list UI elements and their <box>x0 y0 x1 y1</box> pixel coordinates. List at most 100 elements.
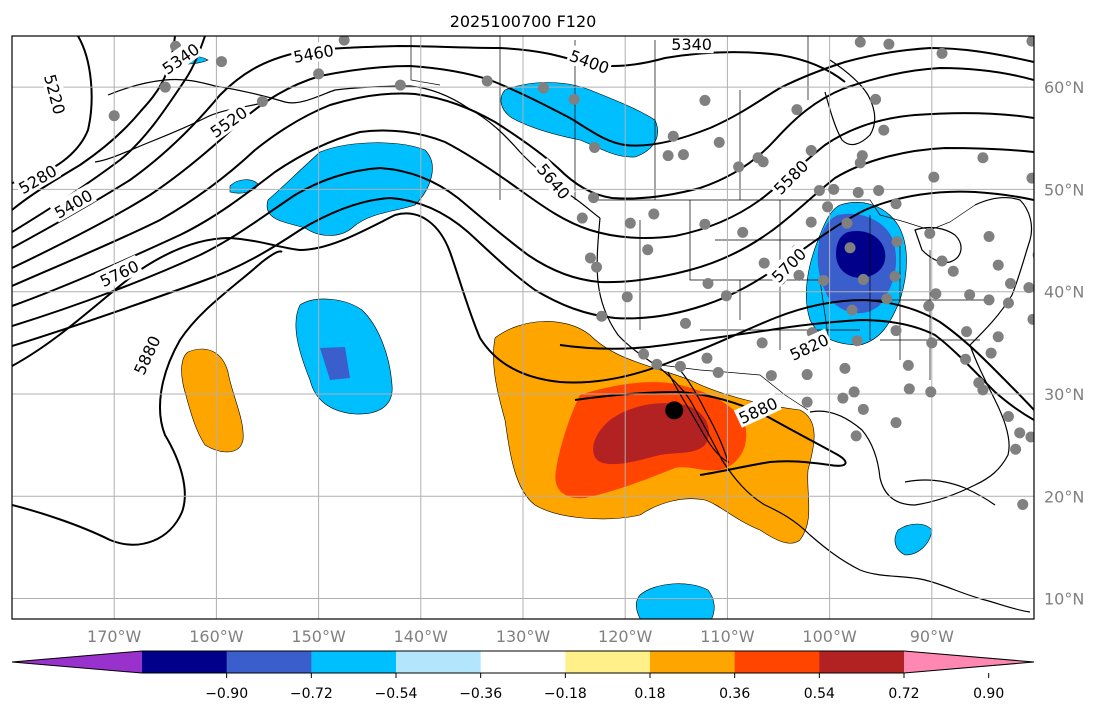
coastline-great-lakes <box>914 226 962 263</box>
contour-label-bg <box>156 37 204 79</box>
station-dot <box>159 81 171 93</box>
station-dot <box>651 358 663 370</box>
station-dot <box>679 317 691 329</box>
station-dot <box>848 386 860 398</box>
station-dot <box>813 184 825 196</box>
station-dot <box>765 370 777 382</box>
station-dot <box>881 293 893 305</box>
colorbar-segment <box>650 651 736 673</box>
border-states-2 <box>869 215 990 380</box>
positive-anomaly-hawaii <box>181 348 244 453</box>
station-dot <box>1002 297 1014 309</box>
station-dot <box>662 150 674 162</box>
station-dot <box>846 304 858 316</box>
station-dot <box>890 198 902 210</box>
station-dot <box>791 104 803 116</box>
station-dot <box>960 353 972 365</box>
lat-tick-label: 50°N <box>1044 180 1084 199</box>
contour-label-bg <box>128 330 165 379</box>
station-dot <box>902 359 914 371</box>
contour-label-bg <box>290 39 337 67</box>
contour-5700 <box>12 190 1034 347</box>
station-dot <box>841 217 853 229</box>
station-dot <box>890 325 902 337</box>
station-dot <box>1025 431 1034 443</box>
colorbar-outline <box>11 650 1035 674</box>
station-dot <box>805 145 817 157</box>
station-dot <box>851 335 863 347</box>
station-dot <box>712 367 724 379</box>
contour-5640 <box>12 146 1034 327</box>
contour-5400-west <box>12 44 846 249</box>
station-dot <box>844 242 856 254</box>
station-dot <box>883 38 895 50</box>
colorbar-tick-label: 0.54 <box>804 686 835 702</box>
station-dot <box>822 201 834 213</box>
colorbar-tick-label: 0.90 <box>973 686 1004 702</box>
station-dot <box>1010 443 1022 455</box>
station-dots <box>108 36 1034 510</box>
colorbar-segment <box>311 651 397 673</box>
station-dot <box>936 255 948 267</box>
station-dot <box>588 192 600 204</box>
station-dot <box>891 236 903 248</box>
station-dot <box>256 95 268 107</box>
lon-tick-label: 140°W <box>394 627 449 646</box>
station-dot <box>870 93 882 105</box>
contour-label-bg <box>565 44 614 78</box>
contour-label-bg <box>766 242 811 288</box>
colorbar-extension-low <box>12 651 142 673</box>
station-dot <box>1002 410 1014 422</box>
station-dot <box>481 75 493 87</box>
station-dot <box>889 270 901 282</box>
colorbar-segment <box>396 651 482 673</box>
contour-5880-east <box>574 390 847 476</box>
station-dot <box>624 217 636 229</box>
contour-5580 <box>12 112 1034 307</box>
station-dot <box>828 183 840 195</box>
contour-label-bg <box>49 184 97 223</box>
lat-tick-label: 20°N <box>1044 487 1084 506</box>
station-dot <box>756 337 768 349</box>
colorbar-tick-label: 0.72 <box>888 686 919 702</box>
station-dot <box>873 184 885 196</box>
station-dot <box>854 36 866 48</box>
colorbar: −0.90 −0.72 −0.54 −0.36 −0.18 0.18 0.36 0.54 0.7… <box>11 650 1035 702</box>
station-dot <box>801 369 813 381</box>
station-dot <box>801 396 813 408</box>
center-dot-marker <box>665 401 684 420</box>
contour-label-bg <box>733 391 782 428</box>
latitude-tick-labels: 10°N 20°N 30°N 40°N 50°N 60°N <box>1044 78 1084 608</box>
contour-label-bg <box>204 101 252 142</box>
contour-label-bg <box>532 157 576 204</box>
station-dot <box>591 261 603 273</box>
negative-anomaly-central-pacific-core <box>320 347 350 380</box>
lon-tick-label: 120°W <box>598 627 653 646</box>
lon-tick-label: 90°W <box>910 627 954 646</box>
colorbar-segment <box>819 651 905 673</box>
station-dot <box>983 230 995 242</box>
station-dot <box>977 152 989 164</box>
station-dot <box>1017 498 1029 510</box>
colorbar-tick-label: 0.18 <box>634 686 665 702</box>
lat-tick-label: 40°N <box>1044 283 1084 302</box>
negative-anomaly-canada <box>500 82 658 158</box>
station-dot <box>964 289 976 301</box>
colorbar-tick-label: 0.36 <box>719 686 750 702</box>
station-dot <box>936 47 948 59</box>
positive-anomaly-0.72 <box>593 403 709 465</box>
lon-tick-label: 110°W <box>700 627 755 646</box>
colorbar-tick-label: −0.54 <box>375 686 418 702</box>
station-dot <box>758 257 770 269</box>
station-dot <box>1014 427 1026 439</box>
coastline-west-canada-us <box>596 217 1031 613</box>
station-dot <box>983 294 995 306</box>
lat-tick-label: 10°N <box>1044 590 1084 609</box>
station-dot <box>537 82 549 94</box>
coastline-gulf-of-mexico <box>809 344 1010 506</box>
contour-label-bg <box>40 70 71 118</box>
station-dot <box>817 274 829 286</box>
map-title: 2025100700 F120 <box>450 12 597 31</box>
coastline-baja <box>667 369 729 464</box>
